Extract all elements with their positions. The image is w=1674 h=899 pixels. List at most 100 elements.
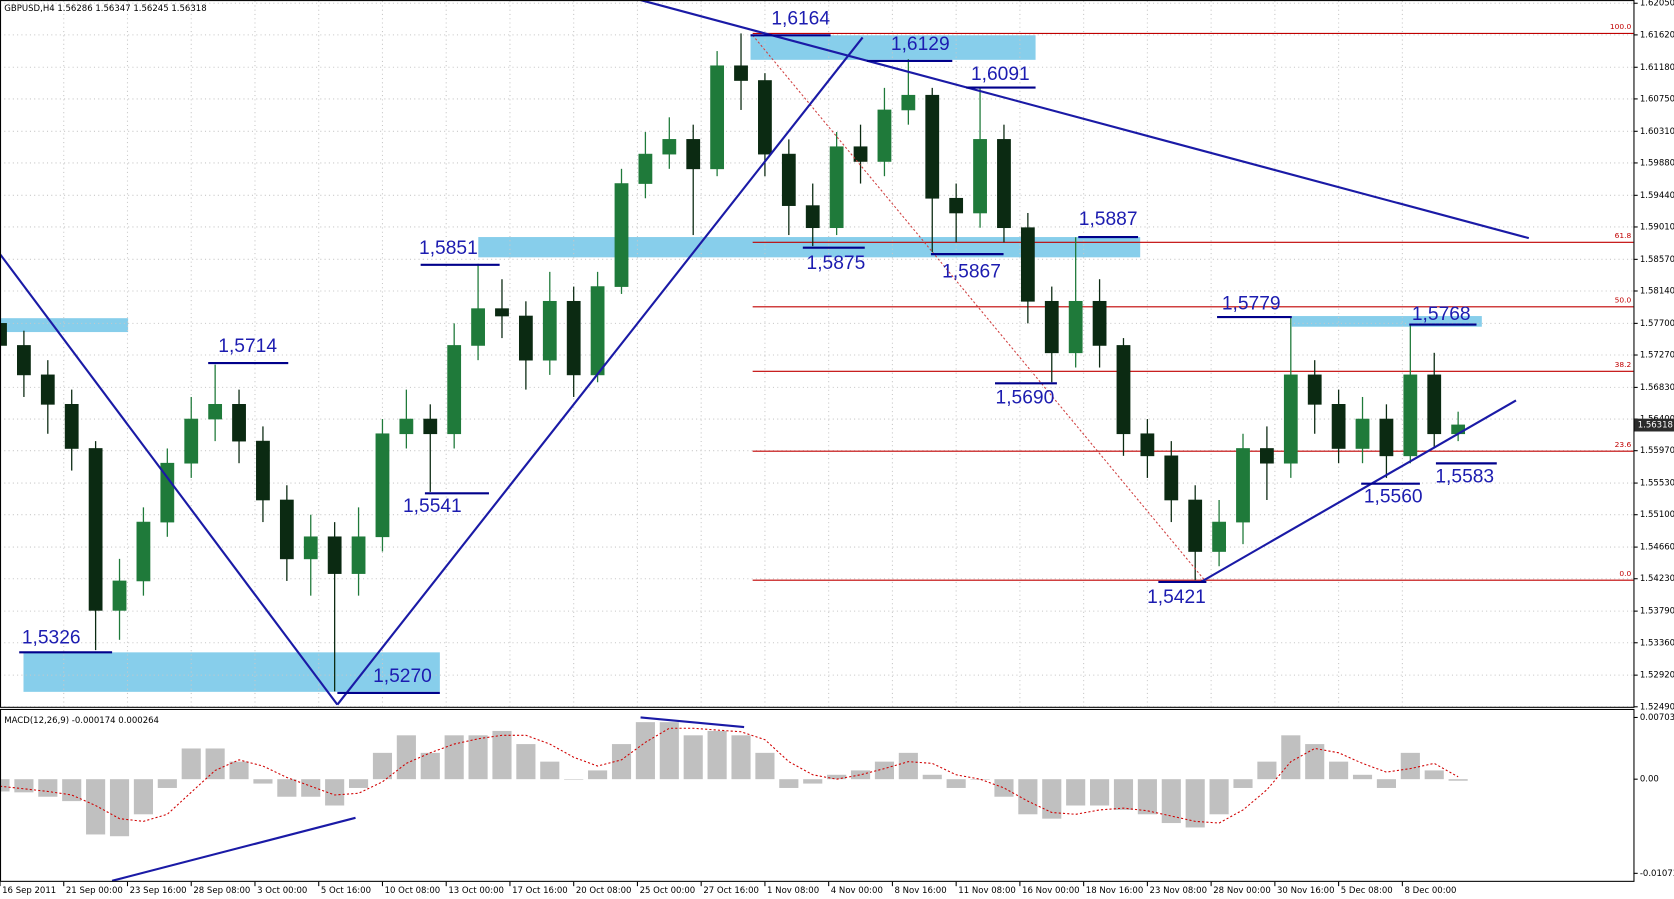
candle-body xyxy=(1331,404,1346,449)
macd-bar xyxy=(540,761,560,780)
macd-bar xyxy=(898,752,918,780)
candle-body xyxy=(614,183,629,287)
candle-body xyxy=(136,521,151,582)
macd-bar xyxy=(229,761,249,780)
y-tick-label: 1.52490 xyxy=(1640,702,1674,712)
macd-bar xyxy=(1257,761,1277,780)
x-tick-label: 8 Nov 16:00 xyxy=(895,886,947,896)
price-annotation: 1,5851 xyxy=(419,238,478,259)
x-tick-label: 23 Nov 08:00 xyxy=(1150,886,1208,896)
candle-body xyxy=(997,139,1011,229)
y-tick-label: 0.007033 xyxy=(1640,713,1674,723)
x-tick-label: 23 Sep 16:00 xyxy=(130,886,187,896)
x-tick-label: 10 Oct 08:00 xyxy=(385,886,441,896)
x-tick-label: 5 Dec 08:00 xyxy=(1341,886,1393,896)
candle-body xyxy=(734,65,748,81)
y-tick-label: 1.55100 xyxy=(1640,510,1674,520)
macd-bar xyxy=(468,735,488,780)
macd-bar xyxy=(755,752,775,780)
candle-body xyxy=(40,374,55,405)
price-annotation: 1,5326 xyxy=(22,628,81,649)
macd-bar xyxy=(707,730,727,780)
x-tick-label: 16 Nov 00:00 xyxy=(1022,886,1080,896)
candle-body xyxy=(471,308,485,346)
candle-body xyxy=(1427,374,1442,435)
price-annotation: 1,6129 xyxy=(891,34,950,55)
candle-body xyxy=(1116,345,1131,435)
x-tick-label: 8 Dec 00:00 xyxy=(1404,886,1456,896)
macd-bar xyxy=(635,722,655,780)
candle-body xyxy=(925,94,940,199)
fib-label: 100.0 xyxy=(1610,22,1632,31)
x-tick-label: 28 Nov 00:00 xyxy=(1213,886,1271,896)
price-annotation: 1,5779 xyxy=(1222,293,1281,314)
macd-bar xyxy=(516,744,536,780)
y-tick-label: 1.62050 xyxy=(1640,0,1674,9)
trend-line xyxy=(336,36,864,706)
candle-body xyxy=(686,139,701,170)
y-tick-label: 1.61180 xyxy=(1640,63,1674,73)
candle-body xyxy=(590,286,605,376)
macd-bar xyxy=(731,735,751,780)
candle-body xyxy=(303,536,318,560)
candle-body xyxy=(638,153,653,184)
x-tick-label: 1 Nov 08:00 xyxy=(767,886,819,896)
candle-body xyxy=(88,448,103,611)
candle-body xyxy=(542,300,557,361)
candle-body xyxy=(853,146,868,162)
macd-bar xyxy=(588,770,608,780)
macd-bar xyxy=(779,779,799,788)
y-tick-label: 1.53360 xyxy=(1640,638,1674,648)
candle-body xyxy=(1451,424,1466,435)
chart-title: GBPUSD,H4 1.56286 1.56347 1.56245 1.5631… xyxy=(4,4,206,14)
fib-label: 38.2 xyxy=(1615,360,1632,369)
x-tick-label: 18 Nov 16:00 xyxy=(1086,886,1144,896)
y-tick-label: 1.58140 xyxy=(1640,286,1674,296)
price-annotation: 1,5768 xyxy=(1412,304,1471,325)
macd-bar xyxy=(1066,779,1086,806)
macd-bar xyxy=(396,735,416,780)
candle-body xyxy=(805,205,820,229)
candle-body xyxy=(973,139,987,214)
candle-body xyxy=(423,418,438,435)
macd-bar xyxy=(827,774,847,780)
y-tick-label: 1.56830 xyxy=(1640,383,1674,393)
zone xyxy=(0,318,129,333)
macd-bar xyxy=(492,730,512,780)
y-tick-label: 1.61620 xyxy=(1640,30,1674,40)
trend-line xyxy=(111,816,356,882)
fib-label: 23.6 xyxy=(1615,440,1632,449)
macd-bar xyxy=(659,722,679,780)
x-tick-label: 5 Oct 16:00 xyxy=(321,886,371,896)
trend-line xyxy=(640,716,745,729)
zone xyxy=(23,652,440,692)
candle-body xyxy=(495,308,509,317)
macd-bar xyxy=(1018,779,1038,815)
x-tick-label: 3 Oct 00:00 xyxy=(257,886,307,896)
candle-body xyxy=(375,433,390,538)
candle-body xyxy=(1068,300,1083,354)
macd-bar xyxy=(1185,779,1205,828)
zone xyxy=(1291,316,1482,327)
x-tick-label: 4 Nov 00:00 xyxy=(831,886,883,896)
macd-bar xyxy=(14,779,34,793)
macd-bar xyxy=(420,752,440,780)
macd-bar xyxy=(348,779,369,788)
macd-bar xyxy=(1090,779,1110,806)
candle-body xyxy=(160,462,175,523)
price-annotation: 1,5875 xyxy=(807,253,866,274)
price-annotation: 1,5887 xyxy=(1079,209,1138,230)
macd-bar xyxy=(946,779,966,788)
candle-body xyxy=(1379,418,1394,457)
candle-body xyxy=(566,300,581,376)
fib-label: 50.0 xyxy=(1615,296,1632,305)
y-tick-label: 1.52920 xyxy=(1640,671,1674,681)
candle-body xyxy=(232,404,246,442)
price-annotation: 1,5270 xyxy=(373,666,432,687)
macd-bar xyxy=(922,774,942,780)
macd-bar xyxy=(1137,779,1157,815)
y-tick-label: 1.59880 xyxy=(1640,158,1674,168)
macd-bar xyxy=(1161,779,1181,824)
